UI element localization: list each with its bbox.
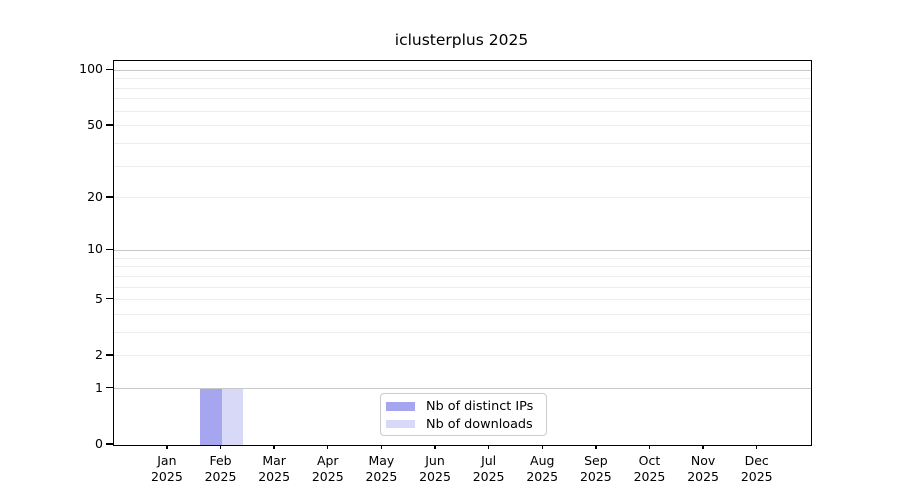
x-tick-label: Jun 2025	[419, 453, 451, 484]
major-gridline	[114, 69, 811, 71]
x-tick-label: Feb 2025	[204, 453, 237, 484]
legend-swatch	[386, 402, 415, 411]
y-tick	[105, 297, 113, 300]
plot-area: Nb of distinct IPs Nb of downloads	[113, 60, 812, 446]
x-tick	[702, 444, 704, 450]
y-tick-label: 10	[87, 241, 103, 257]
bar-nb-of-distinct-ips	[200, 388, 222, 445]
bar-nb-of-downloads	[221, 388, 243, 445]
x-tick-label: Aug 2025	[526, 453, 559, 484]
minor-gridline	[114, 266, 811, 268]
x-tick-label: Sep 2025	[579, 453, 612, 484]
x-tick	[595, 444, 597, 450]
minor-gridline	[114, 78, 811, 80]
x-tick-label: Oct 2025	[633, 453, 666, 484]
legend-label: Nb of distinct IPs	[426, 399, 534, 415]
x-tick	[648, 444, 651, 450]
legend: Nb of distinct IPs Nb of downloads	[380, 393, 547, 436]
minor-gridline	[114, 299, 811, 301]
y-tick-label: 1	[95, 379, 103, 395]
legend-entry: Nb of downloads	[381, 415, 546, 432]
y-tick	[105, 196, 113, 198]
x-tick	[273, 444, 275, 450]
x-tick	[166, 444, 168, 450]
y-tick-label: 2	[95, 346, 103, 362]
minor-gridline	[114, 110, 811, 112]
y-tick-label: 5	[95, 290, 103, 306]
minor-gridline	[114, 143, 811, 145]
y-tick	[105, 248, 113, 251]
y-tick-label: 50	[87, 116, 103, 132]
y-tick	[105, 387, 113, 389]
x-tick-label: Mar 2025	[258, 453, 291, 484]
x-tick-label: Dec 2025	[740, 453, 773, 484]
x-tick	[487, 444, 490, 450]
y-tick	[105, 68, 113, 71]
minor-gridline	[114, 331, 811, 333]
x-tick	[219, 444, 222, 450]
y-tick-label: 100	[79, 61, 103, 77]
minor-gridline	[114, 197, 811, 199]
x-tick-label: Jul 2025	[472, 453, 505, 484]
minor-gridline	[114, 286, 811, 288]
y-tick-label: 20	[87, 188, 103, 204]
major-gridline	[114, 388, 811, 390]
minor-gridline	[114, 87, 811, 89]
chart-title: iclusterplus 2025	[394, 31, 529, 49]
legend-entry: Nb of distinct IPs	[381, 398, 546, 415]
x-tick-label: Jan 2025	[150, 453, 183, 484]
minor-gridline	[114, 275, 811, 277]
y-tick	[105, 124, 113, 126]
minor-gridline	[114, 313, 811, 315]
x-tick	[756, 444, 758, 450]
x-tick	[541, 444, 543, 450]
minor-gridline	[114, 355, 811, 357]
legend-label: Nb of downloads	[426, 416, 533, 432]
x-tick	[380, 444, 383, 450]
minor-gridline	[114, 98, 811, 100]
legend-swatch	[386, 419, 415, 429]
x-tick	[434, 444, 436, 450]
x-tick-label: Nov 2025	[687, 453, 719, 484]
minor-gridline	[114, 165, 811, 167]
x-tick	[327, 444, 329, 450]
y-tick-label: 0	[95, 436, 103, 451]
minor-gridline	[114, 257, 811, 259]
minor-gridline	[114, 125, 811, 127]
major-gridline	[114, 249, 811, 251]
x-tick-label: Apr 2025	[311, 453, 344, 484]
y-tick	[105, 443, 113, 445]
y-tick	[105, 354, 113, 356]
x-tick-label: May 2025	[365, 453, 398, 484]
